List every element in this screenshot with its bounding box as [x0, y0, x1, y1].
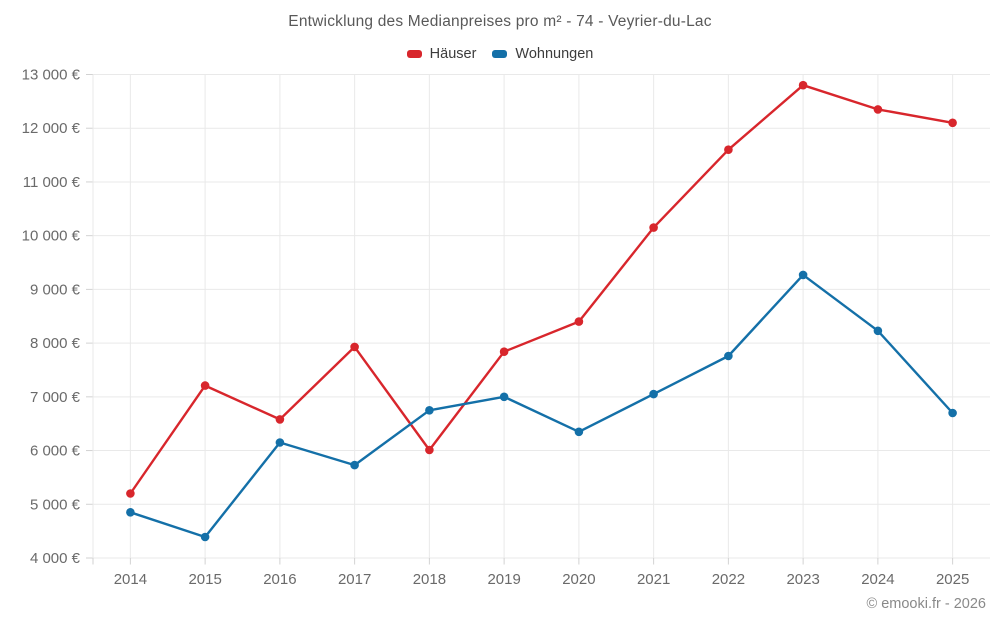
- data-point-hauser-2014[interactable]: [126, 489, 135, 498]
- data-point-wohnungen-2021[interactable]: [649, 389, 658, 399]
- x-tick-label-2019: 2019: [487, 571, 520, 588]
- x-tick-label-2015: 2015: [188, 571, 221, 588]
- data-point-wohnungen-2018[interactable]: [425, 406, 434, 415]
- legend-item-wohnungen[interactable]: Wohnungen: [492, 46, 593, 62]
- x-tick-label-2022: 2022: [712, 571, 745, 588]
- data-point-hauser-2015[interactable]: [200, 381, 210, 390]
- legend-item-hauser[interactable]: Häuser: [406, 46, 477, 62]
- data-point-wohnungen-2016[interactable]: [275, 438, 285, 447]
- data-point-hauser-2019[interactable]: [499, 347, 509, 357]
- data-point-wohnungen-2024[interactable]: [873, 326, 883, 336]
- data-point-hauser-2021[interactable]: [649, 223, 658, 232]
- y-tick-label: 11 000 €: [23, 174, 81, 191]
- data-point-wohnungen-2022[interactable]: [724, 351, 733, 361]
- y-tick-label: 12 000 €: [22, 120, 81, 137]
- x-tick-label-2014: 2014: [114, 571, 147, 588]
- x-tick-label-2016: 2016: [263, 571, 296, 588]
- legend-swatch-icon: [406, 50, 422, 58]
- legend-swatch-icon: [492, 50, 508, 58]
- series-line-hauser: [129, 83, 954, 495]
- data-point-wohnungen-2017[interactable]: [350, 460, 359, 470]
- y-tick-label: 5 000 €: [30, 496, 81, 513]
- data-point-hauser-2020[interactable]: [574, 317, 584, 326]
- data-point-wohnungen-2015[interactable]: [200, 532, 210, 542]
- x-tick-label-2025: 2025: [936, 571, 969, 588]
- x-tick-label-2020: 2020: [562, 571, 595, 588]
- x-tick-label-2023: 2023: [786, 571, 819, 588]
- data-point-hauser-2024[interactable]: [873, 105, 883, 114]
- data-point-wohnungen-2025[interactable]: [948, 408, 957, 418]
- x-tick-label-2021: 2021: [637, 571, 670, 588]
- data-point-wohnungen-2023[interactable]: [798, 270, 808, 280]
- chart-legend: Häuser Wohnungen: [0, 44, 1000, 64]
- x-tick-label-2017: 2017: [338, 571, 371, 588]
- y-tick-label: 10 000 €: [22, 228, 81, 245]
- y-tick-label: 8 000 €: [30, 335, 81, 352]
- legend-label: Wohnungen: [515, 46, 594, 62]
- data-point-wohnungen-2020[interactable]: [574, 427, 584, 437]
- x-tick-label-2018: 2018: [413, 571, 446, 588]
- series-line-wohnungen: [129, 273, 954, 539]
- data-point-hauser-2023[interactable]: [798, 80, 808, 90]
- data-point-hauser-2017[interactable]: [350, 342, 359, 352]
- legend-label: Häuser: [429, 46, 477, 62]
- copyright-footer: © emooki.fr - 2026: [866, 596, 986, 612]
- data-point-hauser-2022[interactable]: [724, 145, 733, 154]
- y-tick-label: 13 000 €: [22, 67, 81, 84]
- x-tick-label-2024: 2024: [861, 571, 894, 588]
- data-point-hauser-2016[interactable]: [275, 415, 285, 424]
- y-tick-label: 9 000 €: [30, 281, 81, 298]
- y-tick-label: 4 000 €: [30, 550, 81, 567]
- data-point-hauser-2018[interactable]: [425, 445, 434, 455]
- data-point-hauser-2025[interactable]: [948, 118, 957, 128]
- y-tick-label: 6 000 €: [30, 443, 81, 460]
- data-point-wohnungen-2019[interactable]: [499, 392, 509, 402]
- data-point-wohnungen-2014[interactable]: [126, 508, 135, 517]
- chart-title: Entwicklung des Medianpreises pro m² - 7…: [288, 13, 712, 30]
- y-tick-label: 7 000 €: [30, 389, 81, 406]
